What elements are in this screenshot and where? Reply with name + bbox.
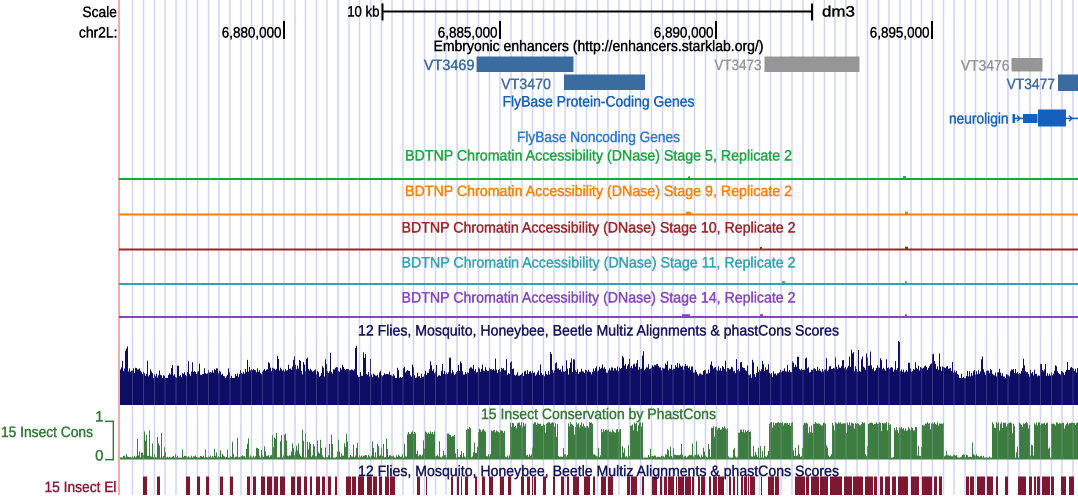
svg-text:FlyBase Protein-Coding Genes: FlyBase Protein-Coding Genes <box>503 94 695 111</box>
svg-text:10 kb: 10 kb <box>347 4 379 21</box>
svg-text:Scale: Scale <box>82 4 117 21</box>
svg-text:chr2L:: chr2L: <box>79 25 118 42</box>
svg-text:6,880,000: 6,880,000 <box>222 25 282 42</box>
svg-text:6,885,000: 6,885,000 <box>438 25 498 42</box>
svg-text:BDTNP Chromatin Accessibility: BDTNP Chromatin Accessibility (DNase) St… <box>402 290 796 307</box>
svg-text:15 Insect Conservation by Phas: 15 Insect Conservation by PhastCons <box>481 406 716 423</box>
svg-text:6,890,000: 6,890,000 <box>654 25 714 42</box>
svg-text:BDTNP Chromatin Accessibility: BDTNP Chromatin Accessibility (DNase) St… <box>405 148 792 165</box>
svg-text:15 Insect El: 15 Insect El <box>45 479 117 495</box>
svg-text:12 Flies, Mosquito, Honeybee,: 12 Flies, Mosquito, Honeybee, Beetle Mul… <box>358 323 839 340</box>
svg-text:VT3470: VT3470 <box>501 76 551 93</box>
svg-text:dm3: dm3 <box>822 4 855 21</box>
svg-text:VT3476: VT3476 <box>961 58 1010 75</box>
svg-text:VT3469: VT3469 <box>424 57 475 74</box>
svg-text:6,895,000: 6,895,000 <box>870 25 930 42</box>
svg-text:FlyBase Noncoding Genes: FlyBase Noncoding Genes <box>517 129 680 146</box>
svg-text:neuroligin: neuroligin <box>949 111 1009 128</box>
svg-text:BDTNP Chromatin Accessibility: BDTNP Chromatin Accessibility (DNase) St… <box>402 255 796 272</box>
svg-text:BDTNP Chromatin Accessibility: BDTNP Chromatin Accessibility (DNase) St… <box>402 220 796 237</box>
svg-text:15 Insect Cons: 15 Insect Cons <box>1 424 93 441</box>
svg-text:VT3473: VT3473 <box>714 57 761 74</box>
svg-text:12 Flies, Mosquito, Honeybee,: 12 Flies, Mosquito, Honeybee, Beetle Mul… <box>358 463 839 480</box>
svg-text:BDTNP Chromatin Accessibility: BDTNP Chromatin Accessibility (DNase) St… <box>405 183 792 200</box>
svg-text:0: 0 <box>95 447 103 464</box>
svg-text:1: 1 <box>95 409 103 426</box>
svg-text:VT3477: VT3477 <box>1007 76 1055 93</box>
svg-text:Embryonic enhancers (http://en: Embryonic enhancers (http://enhancers.st… <box>434 38 764 55</box>
